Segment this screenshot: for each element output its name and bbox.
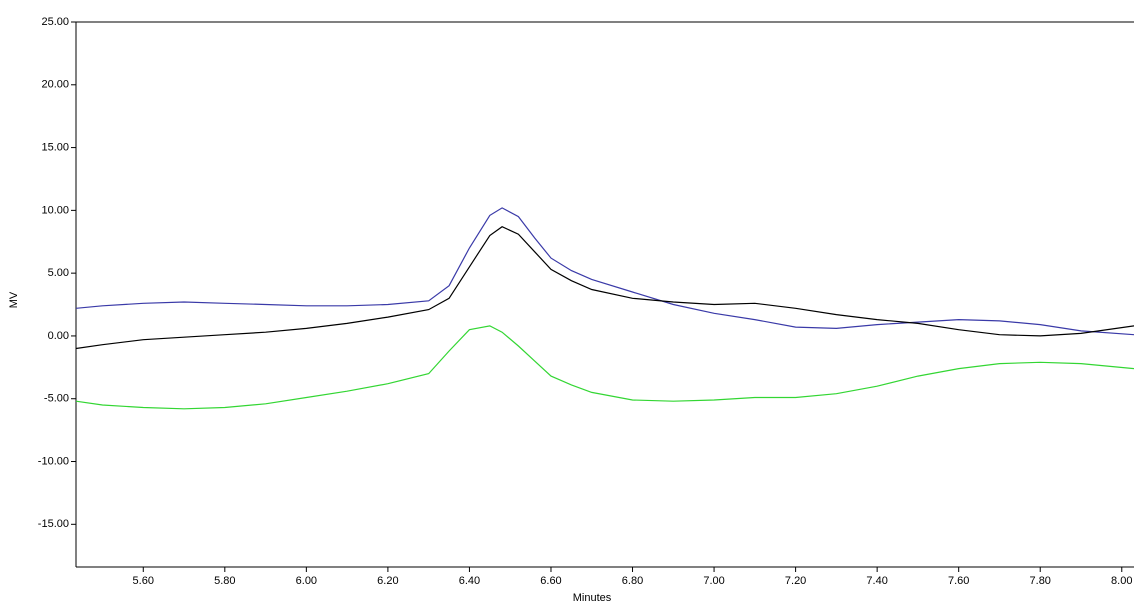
series-line xyxy=(75,226,1134,350)
x-tick-label: 7.20 xyxy=(785,575,806,587)
series-line xyxy=(75,325,1134,410)
y-tick-label: 25.00 xyxy=(41,16,69,28)
x-tick-label: 7.60 xyxy=(948,575,969,587)
series-line xyxy=(75,207,1134,336)
y-tick-label: 15.00 xyxy=(41,141,69,153)
x-axis-label: Minutes xyxy=(573,592,612,604)
y-tick-label: -5.00 xyxy=(44,393,69,405)
x-tick-label: 6.20 xyxy=(377,575,398,587)
x-tick-label: 6.60 xyxy=(540,575,561,587)
x-tick-label: 7.40 xyxy=(866,575,887,587)
x-tick-label: 7.80 xyxy=(1030,575,1051,587)
y-tick-label: 20.00 xyxy=(41,79,69,91)
y-tick-label: -10.00 xyxy=(38,455,69,467)
x-tick-label: 8.00 xyxy=(1111,575,1132,587)
y-tick-label: -15.00 xyxy=(38,518,69,530)
x-tick-label: 6.80 xyxy=(622,575,643,587)
x-tick-label: 7.00 xyxy=(703,575,724,587)
y-axis-label: MV xyxy=(8,291,20,308)
x-tick-label: 5.60 xyxy=(133,575,154,587)
y-tick-label: 5.00 xyxy=(48,267,69,279)
y-tick-label: 0.00 xyxy=(48,330,69,342)
x-tick-label: 6.40 xyxy=(459,575,480,587)
y-tick-label: 10.00 xyxy=(41,204,69,216)
x-tick-label: 5.80 xyxy=(214,575,235,587)
x-tick-label: 6.00 xyxy=(296,575,317,587)
